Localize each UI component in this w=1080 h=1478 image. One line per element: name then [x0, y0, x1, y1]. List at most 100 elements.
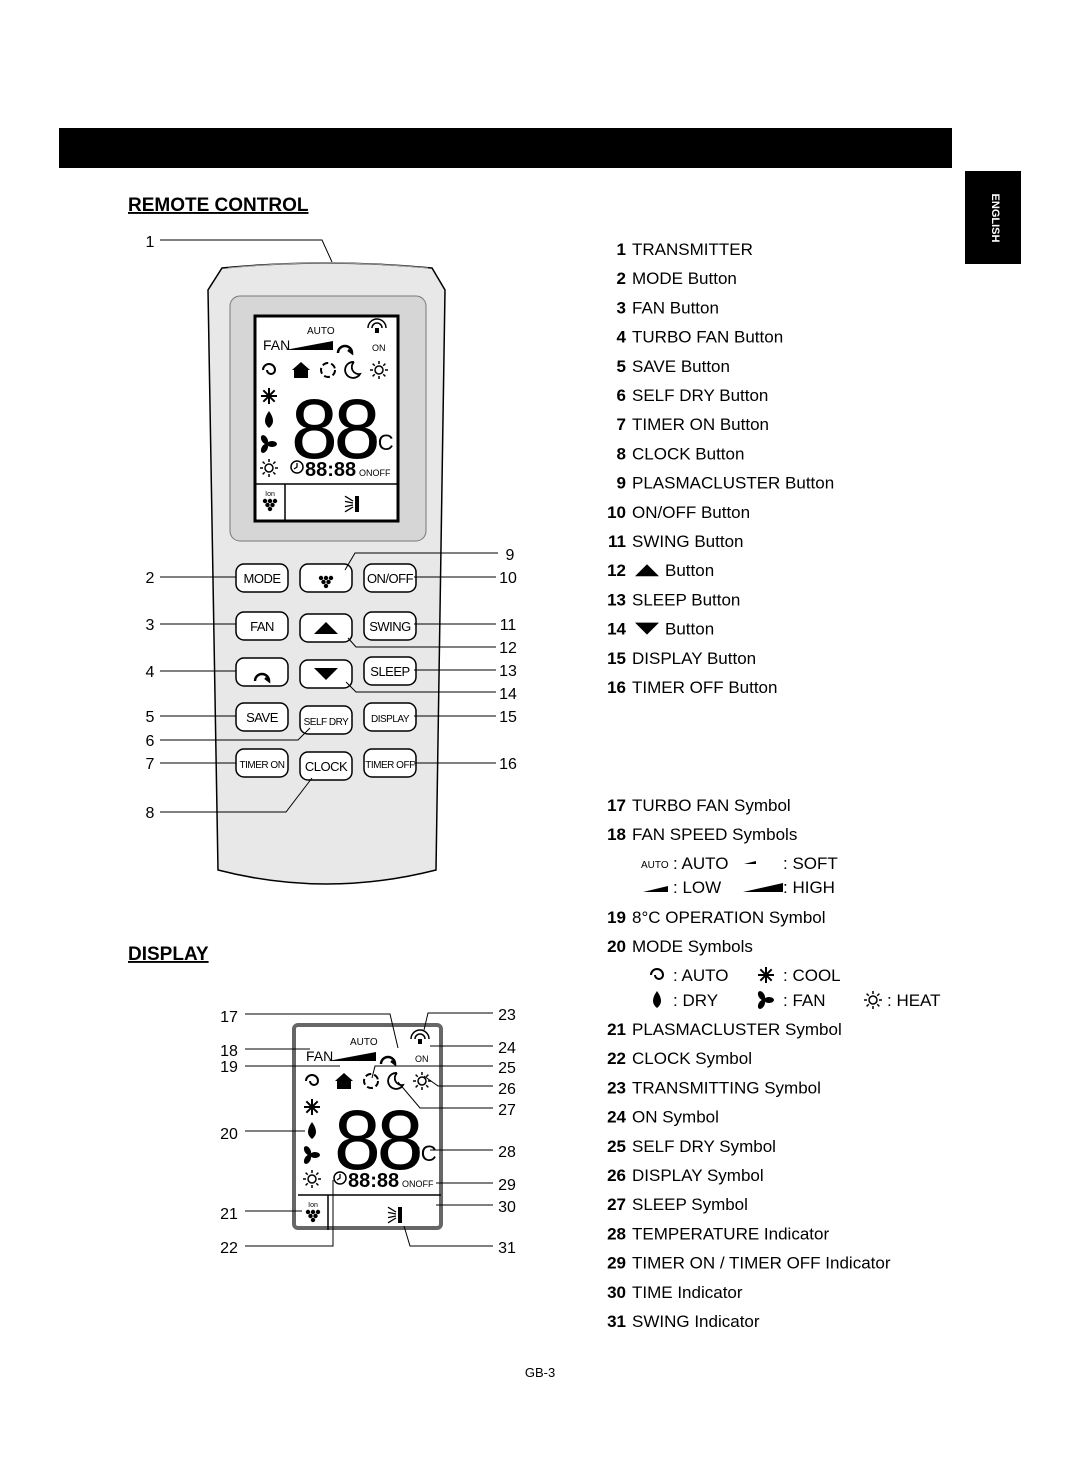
icon-ray	[425, 1084, 429, 1088]
label: Button	[665, 620, 714, 639]
section-title: REMOTE CONTROL	[128, 195, 309, 216]
icon-wave	[371, 322, 383, 329]
label: DISPLAY	[371, 714, 410, 725]
label: 29	[607, 1254, 626, 1273]
display-frame	[292, 1023, 443, 1230]
remote-button[interactable]	[299, 751, 353, 781]
label: 25	[498, 1060, 516, 1077]
icon-ray	[372, 373, 376, 377]
icon-grape	[265, 502, 270, 508]
icon-heat	[868, 995, 878, 1005]
label: 19	[220, 1059, 238, 1076]
icon-swing-line	[387, 1217, 397, 1224]
icon-arrow	[635, 564, 659, 577]
icon-grape	[267, 506, 273, 512]
icon-grape	[323, 575, 329, 581]
remote-button[interactable]	[235, 702, 289, 732]
icon-ray	[866, 1003, 870, 1007]
header-bar	[59, 128, 952, 168]
label: MODE Button	[632, 269, 737, 288]
icon-grape	[321, 579, 326, 585]
label: 18	[220, 1043, 238, 1060]
icon-grape	[310, 1217, 316, 1223]
icon-save	[292, 362, 310, 378]
remote-button[interactable]	[235, 657, 289, 687]
icon-arrow	[314, 668, 338, 680]
label: 28	[498, 1144, 516, 1161]
icon-grape	[270, 502, 275, 508]
icon-cool	[759, 968, 773, 982]
callout-line	[245, 1013, 399, 1049]
label: : HEAT	[887, 991, 941, 1010]
label: 31	[498, 1240, 516, 1257]
icon-swing-line	[344, 506, 354, 513]
label: CLOCK Symbol	[632, 1049, 752, 1068]
icon-wave	[367, 318, 387, 329]
label: 15	[499, 709, 517, 726]
remote-button[interactable]	[299, 705, 353, 735]
label: : SOFT	[783, 854, 838, 873]
label: 88	[334, 1093, 421, 1187]
label: SWING Button	[632, 532, 743, 551]
label: 2	[146, 570, 155, 587]
label: AUTO	[350, 1037, 378, 1048]
remote-button[interactable]	[363, 656, 417, 686]
label: 22	[220, 1240, 238, 1257]
icon-swing-line	[344, 495, 354, 502]
label: 88:88	[305, 459, 356, 481]
callout-line	[423, 1012, 493, 1031]
label: 6	[617, 386, 626, 405]
label: 21	[220, 1206, 238, 1223]
label: 24	[498, 1040, 516, 1057]
remote-button[interactable]	[235, 563, 289, 593]
icon-swing	[398, 1207, 402, 1223]
label: MODE	[244, 571, 282, 586]
label: Button	[665, 561, 714, 580]
label: 2	[617, 269, 626, 288]
icon-auto	[262, 363, 277, 375]
label: FAN SPEED Symbols	[632, 825, 797, 844]
label: 10	[607, 503, 626, 522]
label: 25	[607, 1137, 626, 1156]
icon-grape	[272, 498, 278, 504]
icon-grape	[267, 498, 273, 504]
label: 21	[607, 1020, 626, 1039]
label: 9	[617, 474, 626, 493]
label: TRANSMITTER	[632, 240, 753, 259]
tab-label: ENGLISH	[989, 194, 1001, 243]
label: SELF DRY Symbol	[632, 1137, 776, 1156]
label: 30	[607, 1283, 626, 1302]
label: TIMER OFF Button	[632, 678, 777, 697]
icon-save	[335, 1073, 353, 1089]
icon-grape	[328, 575, 334, 581]
label: 22	[607, 1049, 626, 1068]
icon-heat	[264, 463, 274, 473]
remote-button[interactable]	[235, 611, 289, 641]
label: SELF DRY Button	[632, 386, 768, 405]
lcd-frame	[253, 314, 400, 523]
remote-button[interactable]	[363, 702, 417, 732]
label: 1	[617, 240, 626, 259]
icon-ray	[382, 373, 386, 377]
label: 7	[617, 415, 626, 434]
label: 17	[607, 796, 626, 815]
label: 18	[607, 825, 626, 844]
icon-ray	[305, 1172, 309, 1176]
icon-ray	[272, 461, 276, 465]
label: 27	[607, 1195, 626, 1214]
icon-ray	[382, 363, 386, 367]
label: 23	[607, 1078, 626, 1097]
icon-auto	[305, 1074, 320, 1086]
remote-button[interactable]	[363, 611, 417, 641]
label: : HIGH	[783, 878, 835, 897]
label: 4	[617, 328, 627, 347]
label: 8	[146, 805, 155, 822]
icon-turbo	[336, 344, 354, 356]
icon-fan	[764, 997, 774, 1003]
icon-clock	[333, 1171, 347, 1185]
icon-heat	[417, 1076, 427, 1086]
icon-grape	[313, 1213, 318, 1219]
remote-button[interactable]	[363, 563, 417, 593]
callout-line	[423, 1075, 493, 1087]
label: ON	[372, 343, 386, 353]
